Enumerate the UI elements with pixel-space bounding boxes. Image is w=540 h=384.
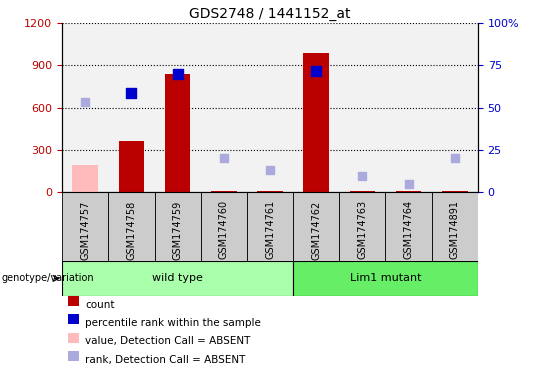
Bar [69,296,79,306]
Text: GSM174764: GSM174764 [403,200,414,260]
FancyBboxPatch shape [247,192,293,261]
Point [404,180,413,187]
Point [173,71,182,77]
Text: GSM174760: GSM174760 [219,200,229,260]
Point [266,166,274,172]
Text: Lim1 mutant: Lim1 mutant [350,273,421,283]
Text: GSM174757: GSM174757 [80,200,90,260]
Bar [119,141,144,192]
Bar [201,23,247,192]
Bar [350,190,375,192]
Text: GSM174891: GSM174891 [450,200,460,259]
Point [358,174,367,180]
Text: rank, Detection Call = ABSENT: rank, Detection Call = ABSENT [85,354,246,364]
Point [219,155,228,161]
FancyBboxPatch shape [339,192,386,261]
Bar [154,23,201,192]
Text: GSM174763: GSM174763 [357,200,367,260]
Bar [247,23,293,192]
Text: GSM174762: GSM174762 [311,200,321,260]
Bar [165,74,190,192]
Bar [396,190,421,192]
FancyBboxPatch shape [154,192,201,261]
Bar [69,314,79,324]
Bar [69,333,79,343]
Point [81,99,90,105]
Text: GSM174761: GSM174761 [265,200,275,260]
Text: count: count [85,300,115,310]
Bar [72,165,98,192]
Bar [211,190,237,192]
Bar [303,53,329,192]
Bar [109,23,154,192]
Text: percentile rank within the sample: percentile rank within the sample [85,318,261,328]
FancyBboxPatch shape [62,192,109,261]
FancyBboxPatch shape [293,261,478,296]
Bar [442,190,468,192]
FancyBboxPatch shape [201,192,247,261]
Bar [339,23,386,192]
FancyBboxPatch shape [386,192,431,261]
Text: wild type: wild type [152,273,203,283]
FancyBboxPatch shape [62,261,293,296]
Title: GDS2748 / 1441152_at: GDS2748 / 1441152_at [189,7,351,21]
FancyBboxPatch shape [293,192,339,261]
Text: GSM174758: GSM174758 [126,200,137,260]
Bar [431,23,478,192]
Point [450,155,459,161]
Text: genotype/variation: genotype/variation [1,273,94,283]
Point [312,68,321,74]
FancyBboxPatch shape [109,192,154,261]
Bar [257,190,283,192]
Text: value, Detection Call = ABSENT: value, Detection Call = ABSENT [85,336,251,346]
Bar [69,351,79,361]
Bar [62,23,109,192]
FancyBboxPatch shape [431,192,478,261]
Point [127,90,136,96]
Bar [293,23,339,192]
Bar [386,23,431,192]
Text: GSM174759: GSM174759 [173,200,183,260]
